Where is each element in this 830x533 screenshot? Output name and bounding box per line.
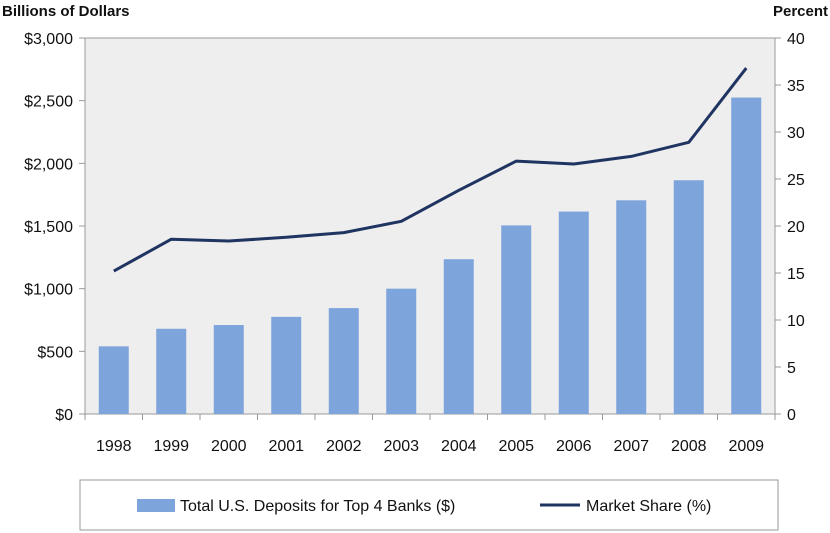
x-tick-label: 2006 bbox=[556, 438, 592, 455]
y-tick-label: $1,500 bbox=[24, 219, 73, 236]
x-tick-label: 2009 bbox=[728, 438, 764, 455]
y2-tick-label: 0 bbox=[787, 407, 796, 424]
y2-tick-label: 10 bbox=[787, 313, 805, 330]
y2-tick-label: 5 bbox=[787, 360, 796, 377]
y2-tick-label: 25 bbox=[787, 172, 805, 189]
legend-bar-swatch bbox=[137, 499, 175, 512]
legend-bar-label: Total U.S. Deposits for Top 4 Banks ($) bbox=[180, 498, 455, 515]
line-series bbox=[113, 67, 748, 273]
x-tick-label: 2003 bbox=[383, 438, 419, 455]
x-tick-label: 1998 bbox=[96, 438, 132, 455]
y2-tick-label: 35 bbox=[787, 78, 805, 95]
y2-axis: 0 5 10 15 20 25 30 35 40 bbox=[775, 31, 805, 424]
bar bbox=[98, 346, 129, 414]
y-tick-label: $3,000 bbox=[24, 31, 73, 48]
x-axis: 1998 1999 2000 2001 2002 2003 2004 2005 2006 2007… bbox=[84, 414, 776, 455]
bar bbox=[501, 225, 532, 414]
y-axis: $0 $500 $1,000 $1,500 $2,000 $2,500 $3,000 bbox=[24, 31, 85, 424]
x-tick-label: 1999 bbox=[153, 438, 189, 455]
bar bbox=[443, 259, 474, 414]
bar bbox=[616, 200, 647, 414]
x-tick-label: 2004 bbox=[441, 438, 477, 455]
legend: Total U.S. Deposits for Top 4 Banks ($) … bbox=[79, 479, 779, 531]
y-tick-label: $2,500 bbox=[24, 94, 73, 111]
legend-box bbox=[79, 479, 779, 531]
x-tick-label: 2002 bbox=[326, 438, 362, 455]
bar bbox=[328, 308, 359, 414]
bar bbox=[558, 211, 589, 414]
bar bbox=[386, 288, 417, 414]
legend-line-label: Market Share (%) bbox=[586, 498, 711, 515]
y-tick-label: $500 bbox=[37, 344, 73, 361]
market-share-line bbox=[113, 67, 748, 273]
y2-tick-label: 20 bbox=[787, 219, 805, 236]
bar bbox=[731, 97, 762, 415]
bar-series bbox=[98, 97, 762, 415]
y-tick-label: $0 bbox=[55, 407, 73, 424]
y2-tick-label: 40 bbox=[787, 31, 805, 48]
y2-tick-label: 15 bbox=[787, 266, 805, 283]
y-axis-title: Billions of Dollars bbox=[2, 3, 130, 20]
x-tick-label: 2001 bbox=[268, 438, 304, 455]
plot-area bbox=[84, 37, 776, 415]
x-tick-label: 2007 bbox=[613, 438, 649, 455]
y-tick-label: $2,000 bbox=[24, 156, 73, 173]
x-tick-label: 2000 bbox=[211, 438, 247, 455]
bar bbox=[156, 328, 187, 414]
bar bbox=[271, 316, 302, 414]
y2-axis-title: Percent bbox=[773, 3, 828, 20]
y-tick-label: $1,000 bbox=[24, 282, 73, 299]
bar bbox=[213, 325, 244, 414]
x-tick-label: 2005 bbox=[498, 438, 534, 455]
x-tick-label: 2008 bbox=[671, 438, 707, 455]
bar bbox=[673, 180, 704, 414]
y2-tick-label: 30 bbox=[787, 125, 805, 142]
